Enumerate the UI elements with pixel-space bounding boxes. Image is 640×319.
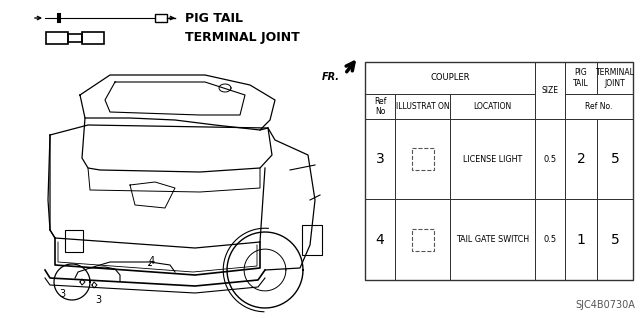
Text: PIG TAIL: PIG TAIL [185,11,243,25]
Bar [365,62,535,94]
Text: SJC4B0730A: SJC4B0730A [575,300,635,310]
Text: FR.: FR. [322,72,340,82]
Text: 3: 3 [59,289,65,299]
Text: 0.5: 0.5 [543,235,557,244]
Bar [46,32,68,44]
Text: 4: 4 [149,256,155,266]
Bar [412,148,433,170]
Bar [535,62,565,119]
Text: COUPLER: COUPLER [430,73,470,83]
Text: 4: 4 [376,233,385,247]
Text: TAIL GATE SWITCH: TAIL GATE SWITCH [456,235,529,244]
Text: TERMINAL
JOINT: TERMINAL JOINT [596,68,634,88]
Bar [302,225,322,255]
Bar [535,119,565,199]
Bar [395,119,450,199]
Text: TERMINAL JOINT: TERMINAL JOINT [185,32,300,44]
Bar [82,32,104,44]
Bar [65,230,83,252]
Text: LOCATION: LOCATION [474,102,511,111]
Text: 2: 2 [577,152,586,166]
Bar [450,94,535,119]
Bar [395,94,450,119]
Bar [597,119,633,199]
Bar [565,94,633,119]
Bar [365,119,395,199]
Bar [395,199,450,280]
Bar [450,119,535,199]
Text: Ref No.: Ref No. [586,102,612,111]
Bar [412,228,433,250]
Text: Ref
No: Ref No [374,97,386,116]
Bar [155,14,167,22]
Bar [365,199,395,280]
Text: PIG
TAIL: PIG TAIL [573,68,589,88]
Bar [597,199,633,280]
Text: 3: 3 [95,295,101,305]
Text: 0.5: 0.5 [543,154,557,164]
Bar [565,199,597,280]
Bar [68,34,82,42]
Bar [565,119,597,199]
Text: ILLUSTRAT ON: ILLUSTRAT ON [396,102,449,111]
Bar [450,199,535,280]
Text: SIZE: SIZE [541,86,559,95]
Bar [535,199,565,280]
Text: 3: 3 [376,152,385,166]
Bar [597,62,633,94]
Text: 1: 1 [577,233,586,247]
Bar [365,62,633,280]
Text: 5: 5 [611,152,620,166]
Bar [565,62,597,94]
Text: 5: 5 [611,233,620,247]
Bar [365,94,395,119]
Text: LICENSE LIGHT: LICENSE LIGHT [463,154,522,164]
